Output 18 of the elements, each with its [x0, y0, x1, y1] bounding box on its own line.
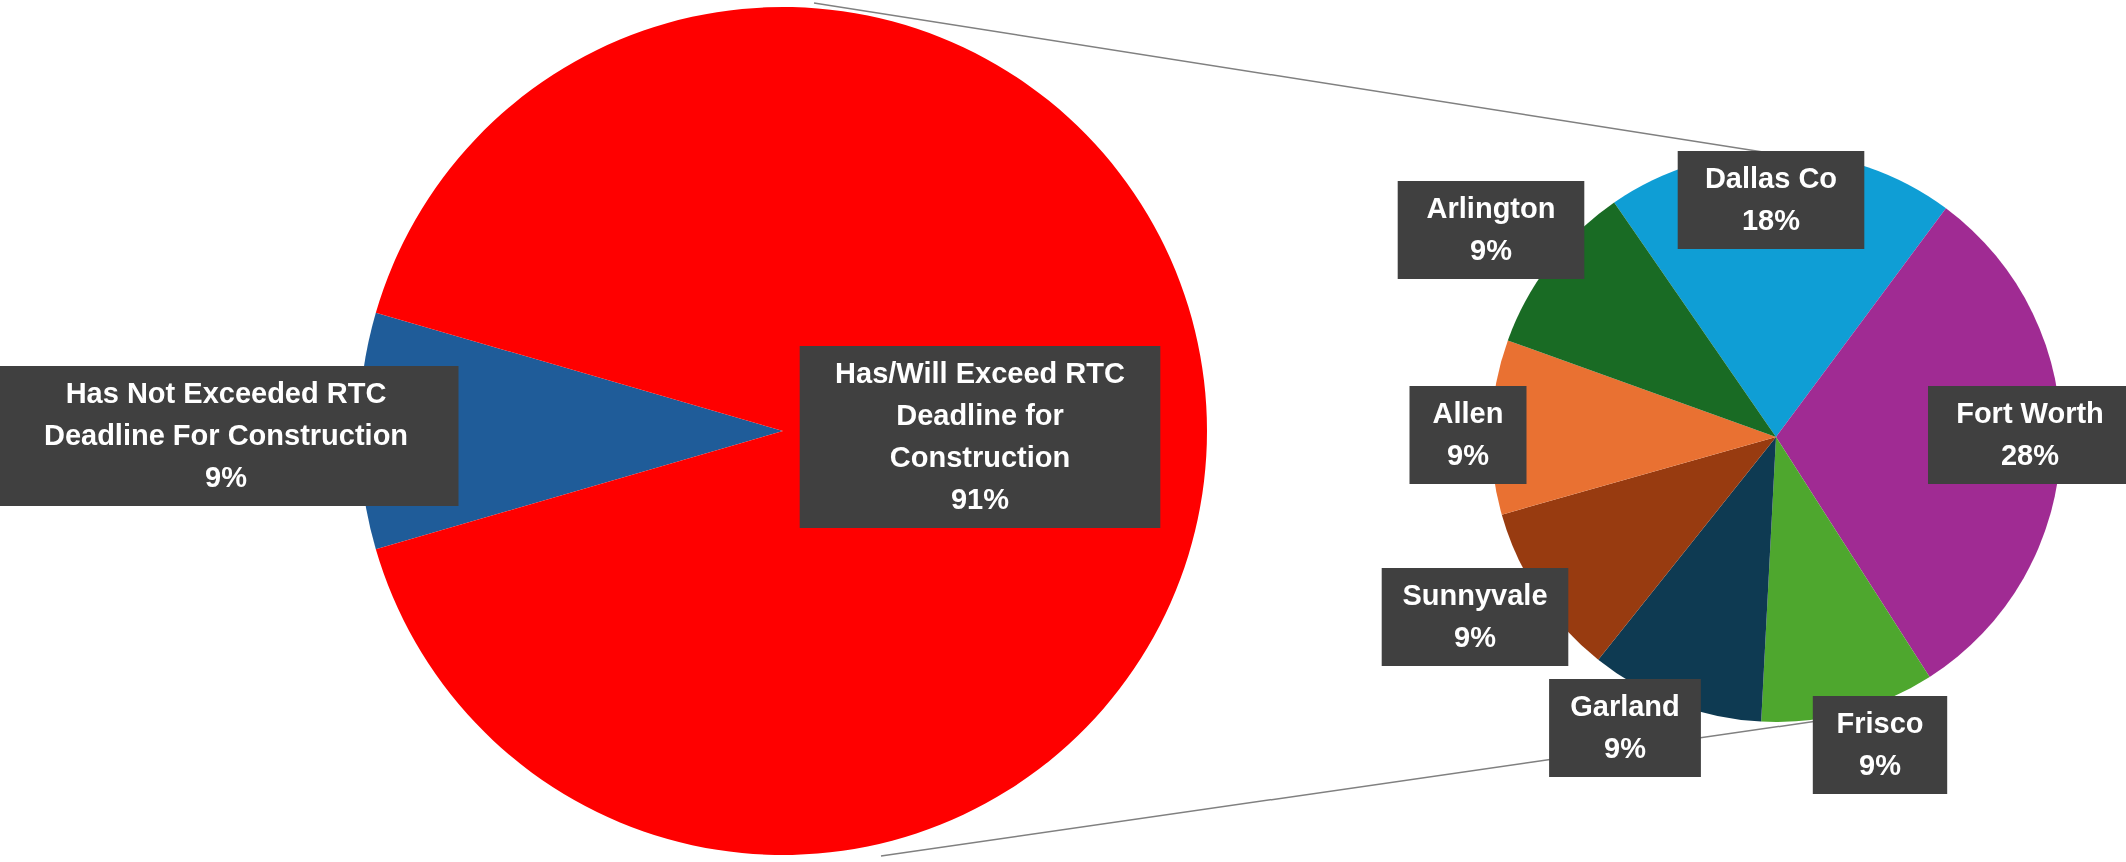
data-label: 91% [950, 483, 1010, 516]
data-label: 9% [1604, 732, 1647, 765]
slice-label: Allen [1432, 397, 1504, 430]
slice-label: Arlington [1426, 192, 1556, 225]
slice-label: Sunnyvale [1402, 579, 1548, 612]
data-label: 9% [1859, 749, 1902, 782]
data-label: 28% [2000, 439, 2060, 472]
slice-label: Fort Worth [1956, 397, 2104, 430]
data-label: 9% [1470, 234, 1513, 267]
data-label: 9% [1454, 621, 1497, 654]
slice-label: Has Not Exceeded RTC Deadline For Construction [43, 377, 409, 452]
slice-label: Dallas Co [1704, 162, 1838, 195]
data-label: 18% [1741, 204, 1801, 237]
slice-label: Has/Will Exceed RTC Deadline for Construction [835, 357, 1125, 474]
data-label: 9% [1447, 439, 1490, 472]
slice-label: Garland [1570, 690, 1680, 723]
slice-label: Frisco [1836, 707, 1924, 740]
data-label: 9% [205, 461, 248, 494]
